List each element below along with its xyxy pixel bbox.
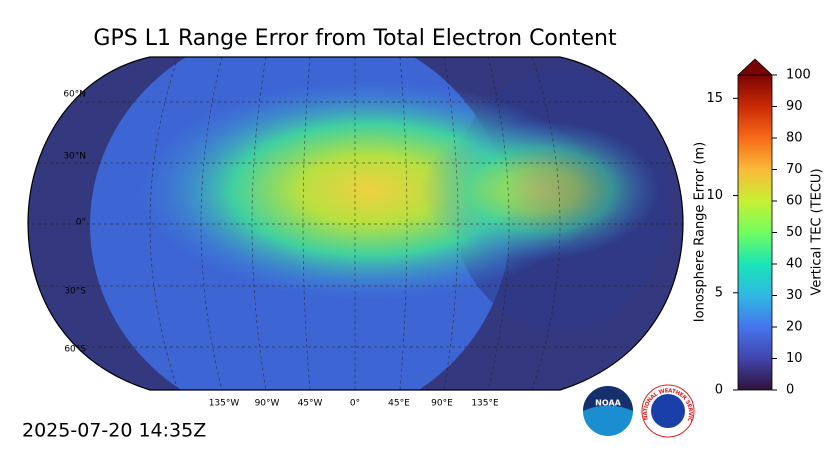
- left-axis-label: Ionosphere Range Error (m): [693, 142, 708, 322]
- title: GPS L1 Range Error from Total Electron C…: [93, 26, 617, 51]
- lat-label: 30°N: [63, 152, 86, 162]
- noaa-logo: NOAA: [583, 386, 633, 436]
- lon-label: 45°W: [298, 399, 323, 409]
- right-tick-label: 10: [786, 351, 803, 366]
- right-tick-label: 40: [786, 257, 803, 272]
- right-tick-label: 60: [786, 194, 803, 209]
- timestamp: 2025-07-20 14:35Z: [22, 420, 206, 442]
- left-tick-label: 15: [706, 91, 723, 106]
- right-tick-label: 30: [786, 288, 803, 303]
- right-tick-label: 50: [786, 225, 803, 240]
- lat-label: 60°N: [63, 90, 86, 100]
- right-tick-label: 100: [786, 68, 811, 83]
- left-tick-label: 0: [715, 383, 723, 398]
- noaa-text: NOAA: [595, 399, 621, 408]
- right-tick-label: 80: [786, 131, 803, 146]
- lat-label: 0°: [76, 218, 86, 228]
- colorbar-axes: 0 5 10 15 0 10 20 30 40 50 60 70 80 90 100: [706, 68, 810, 398]
- colorbar: [736, 58, 774, 391]
- lon-label: 135°E: [471, 399, 499, 409]
- right-tick-label: 20: [786, 320, 803, 335]
- right-tick-label: 0: [786, 383, 794, 398]
- lat-labels: 60°N 30°N 0° 30°S 60°S: [63, 90, 86, 355]
- right-axis-label: Vertical TEC (TECU): [810, 168, 825, 295]
- left-tick-label: 5: [715, 285, 723, 300]
- map-outline: [27, 56, 684, 391]
- lat-label: 30°S: [64, 287, 86, 297]
- lon-label: 90°E: [431, 399, 453, 409]
- lon-label: 135°W: [209, 399, 240, 409]
- map: [28, 57, 683, 390]
- lon-label: 0°: [350, 399, 360, 409]
- right-tick-label: 70: [786, 162, 803, 177]
- right-tick-label: 90: [786, 99, 803, 114]
- lon-labels: 135°W 90°W 45°W 0° 45°E 90°E 135°E: [209, 399, 499, 409]
- lon-label: 45°E: [388, 399, 410, 409]
- lon-label: 90°W: [255, 399, 280, 409]
- lat-label: 60°S: [64, 345, 86, 355]
- left-tick-label: 10: [706, 188, 723, 203]
